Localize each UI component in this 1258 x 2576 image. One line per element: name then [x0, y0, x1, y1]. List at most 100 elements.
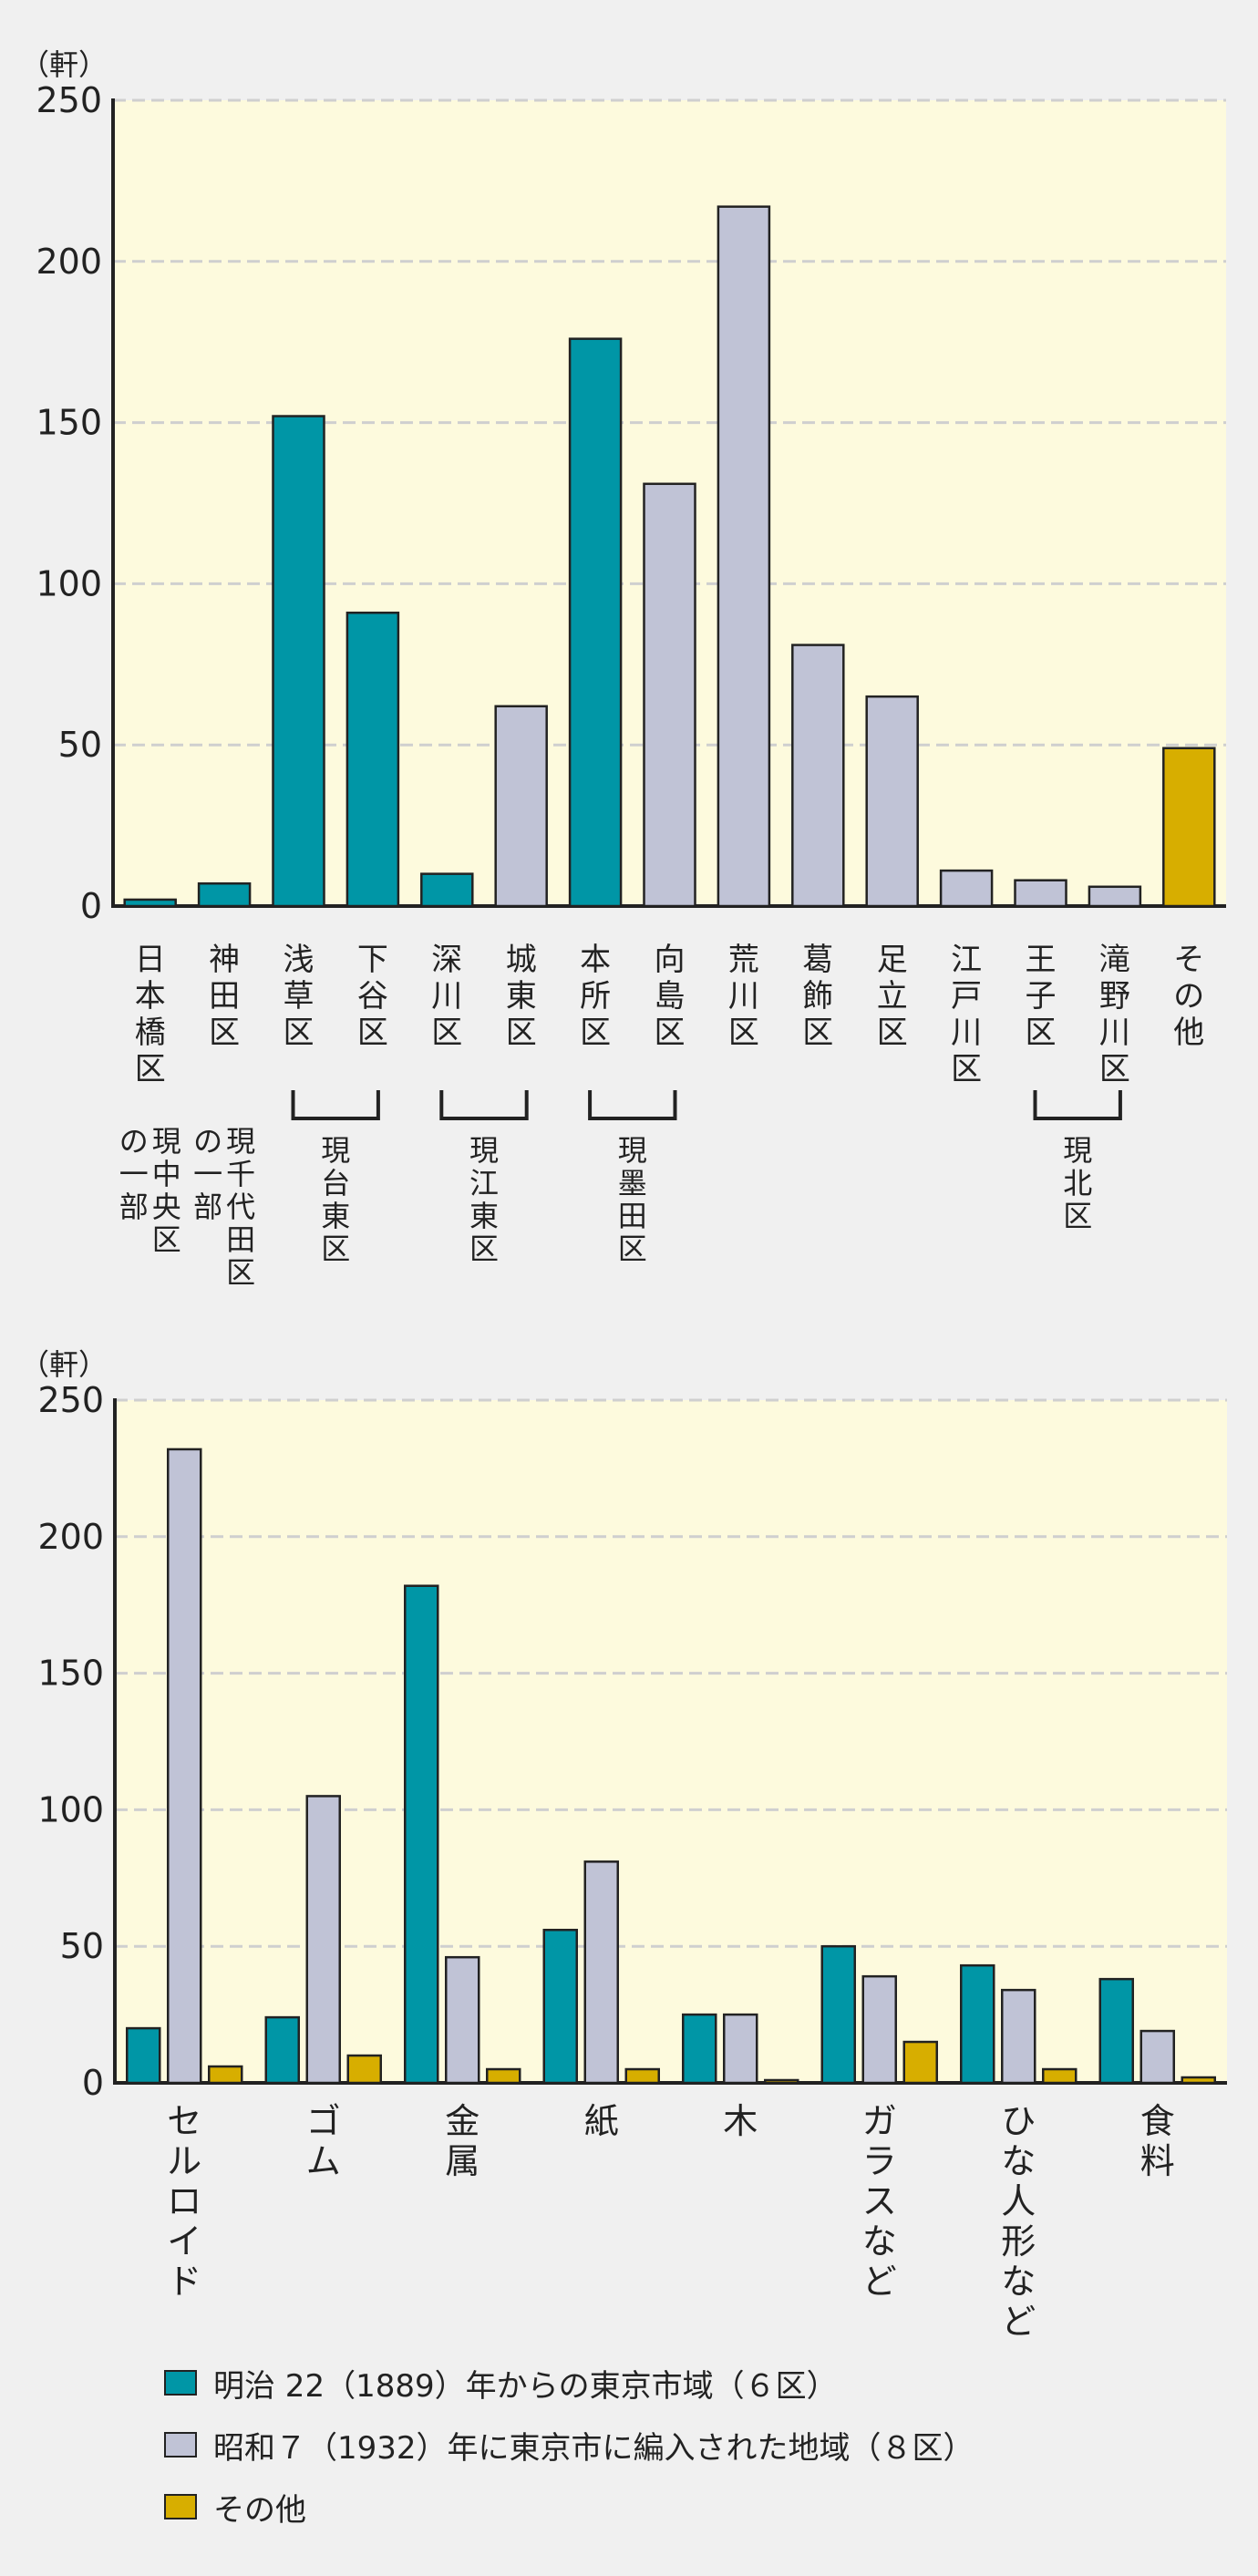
- svg-text:な: な: [1001, 2141, 1036, 2181]
- svg-text:川: 川: [728, 978, 759, 1015]
- y-tick-label: 0: [80, 886, 102, 926]
- svg-text:現: 現: [618, 1133, 647, 1168]
- svg-text:向: 向: [655, 942, 686, 978]
- svg-text:部: 部: [119, 1190, 149, 1224]
- bar: [723, 2013, 758, 2085]
- svg-text:東: 東: [321, 1199, 350, 1233]
- bracket: [439, 1090, 529, 1120]
- svg-text:深: 深: [431, 942, 462, 978]
- svg-text:下: 下: [357, 942, 388, 978]
- legend-label-meiji: 明治 22（1889）年からの東京市域（６区）: [213, 2367, 838, 2405]
- svg-text:区: 区: [321, 1231, 350, 1266]
- y-tick-label: 100: [37, 1789, 104, 1829]
- bar: [126, 2026, 161, 2085]
- svg-text:立: 立: [877, 978, 908, 1015]
- svg-text:所: 所: [580, 978, 611, 1015]
- svg-text:ス: ス: [862, 2181, 897, 2221]
- svg-text:一: 一: [119, 1157, 149, 1191]
- legend-label-other: その他: [213, 2491, 306, 2529]
- svg-text:区: 区: [226, 1255, 255, 1290]
- svg-text:田: 田: [226, 1222, 255, 1257]
- svg-text:区: 区: [431, 1015, 462, 1051]
- bar: [1001, 1988, 1036, 2085]
- bar: [764, 2078, 799, 2085]
- svg-text:田: 田: [618, 1199, 647, 1233]
- svg-text:部: 部: [193, 1190, 222, 1224]
- svg-text:神: 神: [209, 942, 240, 978]
- svg-text:現: 現: [321, 1133, 350, 1168]
- bar: [902, 2040, 938, 2085]
- svg-text:食: 食: [1140, 2101, 1175, 2141]
- svg-text:本: 本: [135, 978, 166, 1015]
- bar: [1181, 2076, 1216, 2085]
- x-tick-label: 深川区: [431, 942, 462, 1051]
- svg-text:現: 現: [469, 1133, 499, 1168]
- svg-text:料: 料: [1140, 2141, 1175, 2181]
- svg-text:現: 現: [226, 1124, 255, 1159]
- svg-text:ド: ド: [167, 2262, 201, 2302]
- svg-text:ど: ど: [1001, 2302, 1036, 2342]
- svg-text:ゴ: ゴ: [306, 2101, 341, 2141]
- svg-text:の: の: [1173, 978, 1204, 1015]
- svg-text:形: 形: [1001, 2221, 1036, 2262]
- bar: [346, 2054, 382, 2085]
- bar: [264, 2015, 300, 2085]
- svg-text:人: 人: [1001, 2181, 1036, 2221]
- bar: [1088, 885, 1142, 908]
- svg-text:ロ: ロ: [167, 2181, 201, 2221]
- svg-text:な: な: [1001, 2262, 1036, 2302]
- x-tick-label: 下谷区: [357, 942, 388, 1051]
- bar: [1139, 2029, 1175, 2085]
- svg-text:セ: セ: [167, 2101, 201, 2141]
- svg-text:浅: 浅: [284, 942, 314, 978]
- svg-text:金: 金: [445, 2101, 479, 2141]
- svg-text:区: 区: [618, 1231, 647, 1266]
- svg-text:川: 川: [951, 1015, 982, 1051]
- svg-text:江: 江: [469, 1166, 499, 1200]
- svg-text:一: 一: [193, 1157, 222, 1191]
- svg-text:ガ: ガ: [862, 2101, 897, 2141]
- x-tick-label: その他: [1173, 942, 1204, 1051]
- bracket: [291, 1090, 380, 1120]
- annotation-label: 現北区: [1063, 1133, 1092, 1233]
- svg-text:ム: ム: [306, 2141, 341, 2181]
- svg-text:区: 区: [1026, 1015, 1057, 1051]
- svg-text:そ: そ: [1173, 942, 1204, 978]
- x-tick-label: ゴム: [306, 2101, 341, 2181]
- bar: [486, 2067, 521, 2085]
- svg-text:滝: 滝: [1099, 942, 1130, 978]
- svg-text:野: 野: [1099, 978, 1130, 1015]
- annotation-label: の一部: [119, 1124, 149, 1224]
- svg-text:ラ: ラ: [862, 2141, 897, 2181]
- bar: [542, 1928, 578, 2085]
- y-tick-label: 150: [37, 1654, 104, 1694]
- bar: [305, 1795, 341, 2085]
- svg-text:区: 区: [209, 1015, 240, 1051]
- svg-text:区: 区: [506, 1015, 537, 1051]
- bar: [717, 205, 771, 908]
- legend-swatch-showa: [164, 2432, 197, 2458]
- x-tick-label: 木: [723, 2101, 758, 2141]
- svg-text:島: 島: [655, 978, 686, 1015]
- svg-text:区: 区: [655, 1015, 686, 1051]
- legend: 明治 22（1889）年からの東京市域（６区） 昭和７（1932）年に東京市に編…: [164, 2352, 974, 2538]
- bar: [1042, 2067, 1078, 2085]
- legend-swatch-other: [164, 2494, 197, 2519]
- svg-text:イ: イ: [167, 2221, 201, 2262]
- y-tick-label: 50: [58, 725, 102, 765]
- bar: [682, 2013, 717, 2085]
- svg-text:橋: 橋: [135, 1015, 166, 1051]
- svg-text:区: 区: [802, 1015, 833, 1051]
- svg-text:子: 子: [1026, 978, 1057, 1015]
- svg-text:荒: 荒: [728, 942, 759, 978]
- svg-text:中: 中: [152, 1157, 181, 1191]
- y-tick-label: 150: [36, 403, 102, 443]
- svg-text:ひ: ひ: [1001, 2101, 1036, 2141]
- x-tick-label: 紙: [584, 2101, 619, 2141]
- svg-text:現: 現: [1063, 1133, 1092, 1168]
- svg-text:区: 区: [877, 1015, 908, 1051]
